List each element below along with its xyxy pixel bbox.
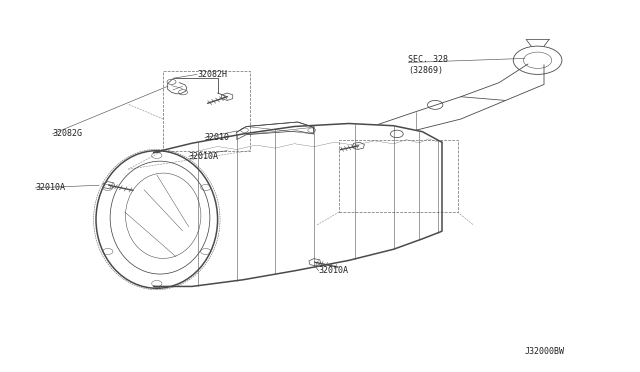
Bar — [163, 71, 250, 151]
Text: J32000BW: J32000BW — [525, 347, 564, 356]
Text: 32010A: 32010A — [189, 152, 219, 161]
Text: 32082G: 32082G — [52, 129, 83, 138]
Text: 32082H: 32082H — [197, 70, 227, 79]
Text: 32010A: 32010A — [35, 183, 65, 192]
Text: SEC. 328
(32869): SEC. 328 (32869) — [408, 55, 448, 75]
Bar — [339, 140, 458, 212]
Text: 32010: 32010 — [205, 133, 230, 142]
Text: 32010A: 32010A — [319, 266, 349, 275]
